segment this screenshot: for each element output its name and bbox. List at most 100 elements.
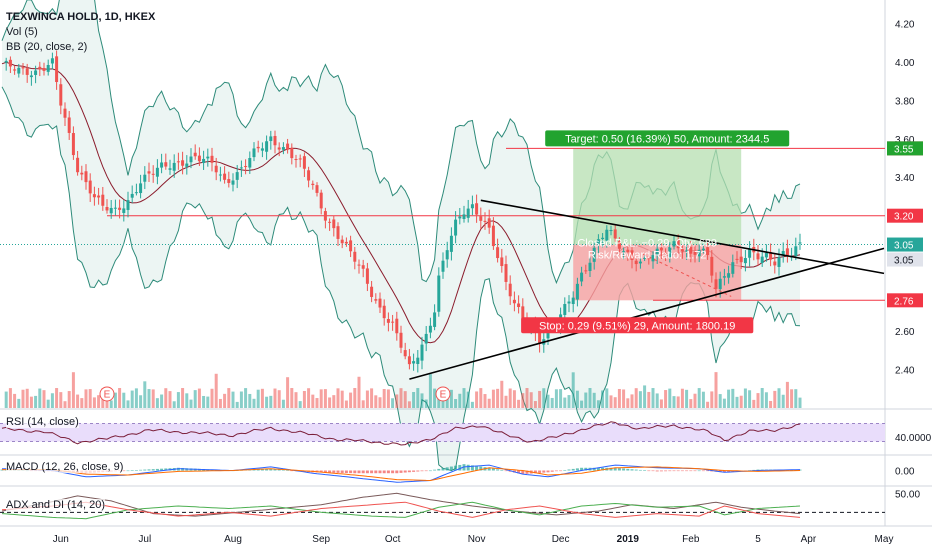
volume-bar: [59, 392, 63, 408]
candle-body: [769, 251, 773, 260]
macd-histogram-bar: [416, 470, 420, 472]
macd-histogram-bar: [697, 470, 701, 472]
volume-bar: [416, 388, 420, 408]
macd-histogram-bar: [361, 470, 365, 474]
macd-histogram-bar: [382, 470, 386, 474]
volume-bar: [168, 391, 172, 408]
macd-pane-label[interactable]: MACD (12, 26, close, 9): [6, 461, 124, 473]
macd-histogram-bar: [332, 470, 336, 473]
volume-bar: [697, 388, 701, 408]
earnings-marker: E: [435, 386, 451, 402]
price-tick-label: 2.60: [895, 327, 915, 338]
volume-bar: [752, 399, 756, 408]
candle-body: [63, 108, 67, 118]
volume-bar: [546, 394, 550, 408]
volume-bar: [630, 394, 634, 408]
volume-bar: [588, 388, 592, 408]
target-price-tag-text: 3.55: [894, 144, 914, 155]
macd-histogram-bar: [260, 469, 264, 471]
volume-bar: [626, 398, 630, 408]
volume-bar: [4, 391, 8, 408]
candle-body: [403, 350, 407, 357]
volume-bar: [437, 396, 441, 408]
volume-bar: [706, 401, 710, 408]
price-level-tag: 3.20: [887, 208, 923, 223]
candle-body: [277, 147, 281, 150]
macd-histogram-bar: [596, 467, 600, 471]
candle-body: [139, 183, 143, 194]
volume-bar: [252, 398, 256, 408]
macd-histogram-bar: [403, 470, 407, 473]
volume-bar: [260, 388, 264, 408]
volume-bar: [504, 395, 508, 408]
candle-body: [122, 208, 126, 214]
candle-body: [794, 246, 798, 257]
volume-bar: [269, 395, 273, 408]
volume-bar: [328, 397, 332, 408]
trendline: [409, 247, 885, 380]
volume-bar: [370, 388, 374, 408]
volume-bar: [668, 388, 672, 408]
legend-bb[interactable]: BB (20, close, 2): [6, 40, 87, 54]
candle-body: [437, 275, 441, 312]
volume-bar: [664, 390, 668, 408]
candle-body: [172, 162, 176, 171]
rsi-pane-label[interactable]: RSI (14, close): [6, 416, 79, 428]
legend-vol[interactable]: Vol (5): [6, 25, 38, 39]
volume-bar: [202, 395, 206, 408]
macd-histogram-bar: [609, 467, 613, 471]
candle-body: [647, 256, 651, 260]
macd-histogram-bar: [370, 470, 374, 474]
macd-histogram-bar: [323, 470, 327, 473]
candle-body: [370, 286, 374, 297]
candle-body: [668, 247, 672, 257]
volume-bar: [399, 388, 403, 408]
macd-histogram-bar: [273, 469, 277, 471]
candle-body: [475, 203, 479, 215]
volume-bar: [659, 399, 663, 408]
volume-bar: [71, 372, 75, 408]
macd-histogram-bar: [466, 464, 470, 471]
candle-body: [697, 250, 701, 257]
candle-body: [672, 241, 676, 247]
macd-histogram-bar: [701, 470, 705, 472]
price-tick-label: 3.80: [895, 96, 915, 107]
candle-body: [701, 248, 705, 251]
macd-histogram-bar: [542, 470, 546, 473]
macd-histogram-bar: [424, 470, 428, 472]
macd-histogram-bar: [374, 470, 378, 474]
volume-bar: [542, 388, 546, 408]
volume-bar: [391, 398, 395, 408]
volume-bar: [651, 388, 655, 408]
macd-histogram-bar: [399, 470, 403, 473]
candle-body: [428, 325, 432, 333]
volume-bar: [454, 399, 458, 408]
volume-bar: [567, 395, 571, 408]
candle-body: [349, 240, 353, 252]
candle-body: [88, 180, 92, 194]
volume-bar: [340, 390, 344, 408]
time-tick-label: Apr: [801, 534, 817, 545]
earnings-marker: E: [99, 386, 115, 402]
macd-histogram-bar: [622, 468, 626, 471]
adx-pane-label[interactable]: ADX and DI (14, 20): [6, 499, 106, 511]
volume-bar: [353, 388, 357, 408]
volume-bar: [727, 389, 731, 408]
target-label-text: Target: 0.50 (16.39%) 50, Amount: 2344.5: [565, 133, 769, 145]
volume-bar: [512, 390, 516, 408]
time-tick-label: Nov: [468, 534, 486, 545]
volume-bar: [151, 389, 155, 408]
volume-bar: [164, 388, 168, 408]
candle-body: [151, 173, 155, 175]
candle-body: [113, 207, 117, 209]
candle-body: [13, 69, 17, 71]
symbol-title[interactable]: TEXWINCA HOLD, 1D, HKEX: [6, 11, 156, 23]
candle-body: [294, 159, 298, 161]
volume-bar: [517, 399, 521, 408]
macd-histogram-bar: [151, 469, 155, 471]
macd-histogram-bar: [441, 468, 445, 471]
candle-body: [231, 180, 235, 185]
macd-histogram-bar: [626, 468, 630, 471]
bb-indicator-label: BB (20, close, 2): [6, 41, 88, 53]
